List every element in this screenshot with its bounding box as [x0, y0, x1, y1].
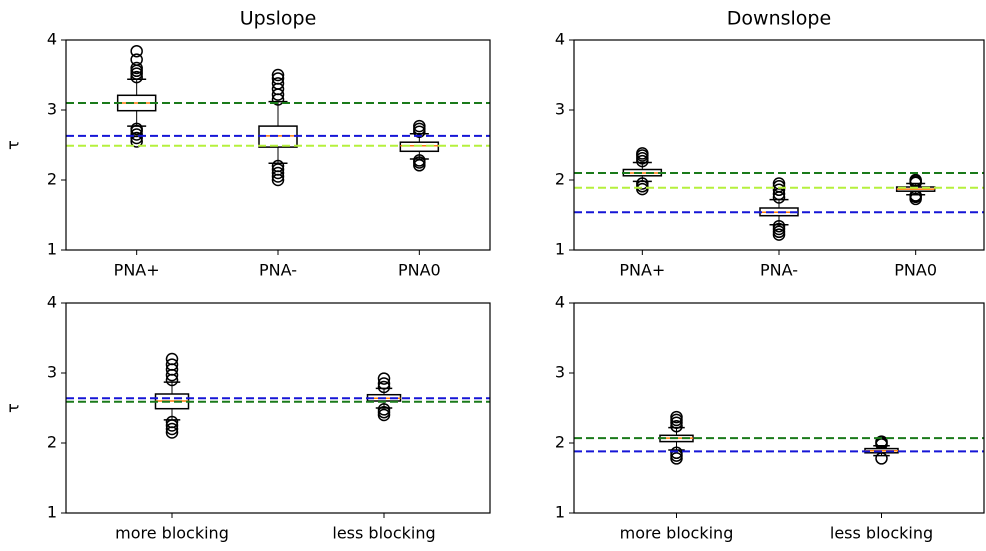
outlier — [670, 410, 683, 424]
outlier — [130, 61, 143, 75]
x-tick-label: less blocking — [332, 524, 435, 543]
outlier — [130, 44, 143, 58]
y-tick-label: 4 — [47, 30, 57, 49]
y-tick-label: 3 — [47, 100, 57, 119]
outlier — [130, 131, 143, 145]
y-tick-label: 3 — [47, 363, 57, 382]
x-tick-label: PNA+ — [619, 261, 665, 280]
outlier — [377, 377, 391, 390]
outlier — [670, 446, 683, 460]
x-tick-label: PNA- — [259, 261, 297, 280]
outlier — [636, 177, 649, 190]
x-tick-label: PNA+ — [114, 261, 160, 280]
box — [399, 141, 440, 153]
outlier — [772, 177, 786, 190]
outlier — [271, 166, 285, 180]
y-tick-label: 1 — [47, 240, 57, 259]
y-tick-label: 3 — [555, 100, 565, 119]
x-tick-label: more blocking — [620, 524, 734, 543]
x-tick-label: more blocking — [115, 524, 229, 543]
outlier — [271, 163, 285, 176]
panel-title: Upslope — [240, 8, 317, 30]
axes-frame — [65, 39, 491, 251]
outlier — [636, 147, 649, 160]
x-tick-label: PNA0 — [398, 261, 441, 280]
outlier — [130, 128, 143, 141]
outlier — [772, 183, 786, 197]
axes-frame — [65, 302, 491, 514]
axes-frame — [573, 302, 985, 514]
outlier — [165, 352, 179, 366]
outlier — [130, 70, 143, 84]
outlier — [377, 372, 391, 385]
outlier — [271, 72, 285, 85]
y-axis-label: τ — [4, 403, 23, 413]
y-tick-label: 2 — [555, 433, 565, 452]
y-tick-label: 4 — [555, 30, 565, 49]
outlier — [165, 358, 179, 371]
outlier — [130, 53, 143, 66]
outlier — [377, 380, 391, 394]
outlier — [165, 415, 179, 429]
outlier — [130, 122, 143, 136]
y-tick-label: 2 — [47, 433, 57, 452]
y-tick-label: 4 — [555, 293, 565, 312]
x-tick-label: PNA- — [760, 261, 798, 280]
y-tick-label: 3 — [555, 363, 565, 382]
outlier — [670, 419, 683, 433]
outlier — [165, 419, 179, 432]
x-tick-label: PNA0 — [894, 261, 937, 280]
y-tick-label: 2 — [47, 170, 57, 189]
y-tick-label: 4 — [47, 293, 57, 312]
outlier — [165, 422, 179, 436]
outlier — [271, 159, 285, 173]
outlier — [413, 154, 426, 167]
outlier — [377, 403, 391, 416]
outlier — [271, 68, 285, 82]
outlier — [875, 435, 888, 448]
y-tick-label: 1 — [555, 240, 565, 259]
panel-title: Downslope — [727, 8, 831, 30]
outlier — [909, 173, 922, 187]
x-tick-label: less blocking — [830, 524, 933, 543]
outlier — [772, 219, 786, 233]
y-tick-label: 2 — [555, 170, 565, 189]
y-axis-label: τ — [4, 140, 23, 150]
outlier — [413, 119, 426, 133]
axes-frame — [573, 39, 985, 251]
y-tick-label: 1 — [555, 503, 565, 522]
outlier — [271, 77, 285, 90]
y-tick-label: 1 — [47, 503, 57, 522]
